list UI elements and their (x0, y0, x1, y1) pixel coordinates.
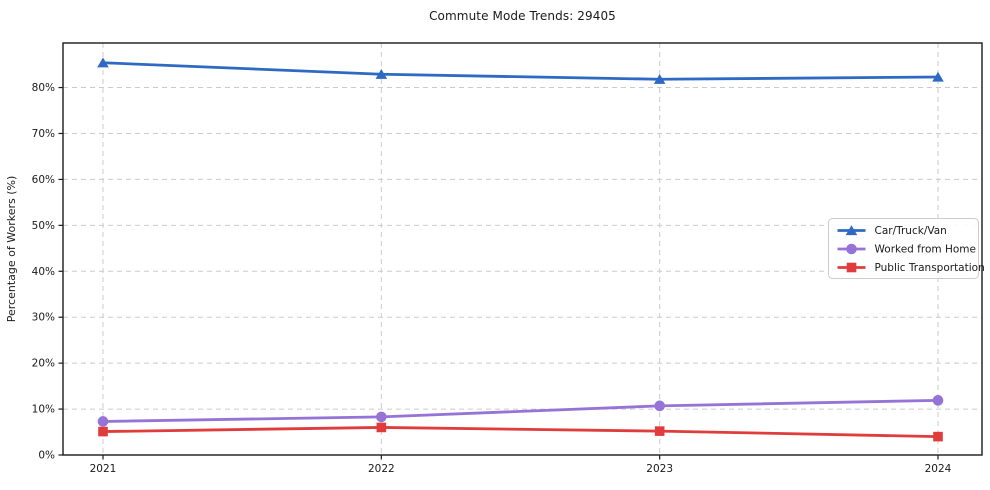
y-tick-label: 50% (32, 220, 55, 232)
y-axis-label: Percentage of Workers (%) (5, 176, 18, 323)
series-worked-from-home (97, 395, 944, 427)
data-point-car-truck-van-2024 (932, 71, 944, 82)
data-point-worked-from-home-2024 (932, 395, 944, 406)
plot-border (62, 42, 983, 456)
series-car-truck-van (97, 57, 944, 84)
y-tick-label: 10% (32, 404, 55, 416)
x-tick-label: 2024 (925, 463, 952, 475)
x-tick-label: 2023 (646, 463, 673, 475)
legend-item-car-truck-van: Car/Truck/Van (837, 225, 947, 237)
data-point-worked-from-home-2021 (97, 416, 109, 427)
legend-label: Worked from Home (875, 244, 976, 256)
series-public-transportation (98, 422, 943, 442)
data-point-public-transportation-2023 (654, 426, 665, 436)
series-line-worked-from-home (101, 398, 940, 423)
legend-label: Car/Truck/Van (875, 225, 947, 237)
chart-title: Commute Mode Trends: 29405 (429, 9, 616, 23)
data-point-public-transportation-2024 (933, 431, 943, 442)
y-tick-label: 70% (32, 128, 55, 140)
legend-item-worked-from-home: Worked from Home (837, 243, 976, 256)
data-point-worked-from-home-2023 (654, 400, 665, 412)
y-tick-label: 20% (32, 358, 55, 370)
y-tick-label: 80% (32, 82, 55, 94)
x-tick-label: 2022 (368, 463, 395, 475)
legend-label: Public Transportation (875, 262, 985, 274)
y-tick-label: 60% (32, 174, 55, 186)
legend-item-public-transportation: Public Transportation (837, 262, 985, 274)
y-tick-label: 30% (32, 312, 55, 324)
series-line-public-transportation (101, 426, 940, 439)
legend-box (828, 218, 979, 279)
data-point-public-transportation-2022 (376, 422, 387, 433)
x-tick-label: 2021 (90, 463, 117, 475)
y-tick-label: 0% (38, 450, 55, 462)
legend-swatch-marker (846, 243, 857, 255)
data-point-car-truck-van-2022 (375, 69, 388, 79)
data-point-car-truck-van-2023 (653, 74, 666, 84)
legend-swatch-marker (845, 225, 858, 236)
y-tick-label: 40% (32, 266, 55, 278)
legend: Car/Truck/Van Worked from Home Public Tran… (828, 218, 985, 279)
legend-swatch-marker (846, 262, 857, 273)
data-point-car-truck-van-2021 (97, 57, 109, 68)
series-line-car-truck-van (101, 61, 940, 81)
data-point-public-transportation-2021 (98, 426, 108, 437)
data-point-worked-from-home-2022 (376, 411, 387, 423)
